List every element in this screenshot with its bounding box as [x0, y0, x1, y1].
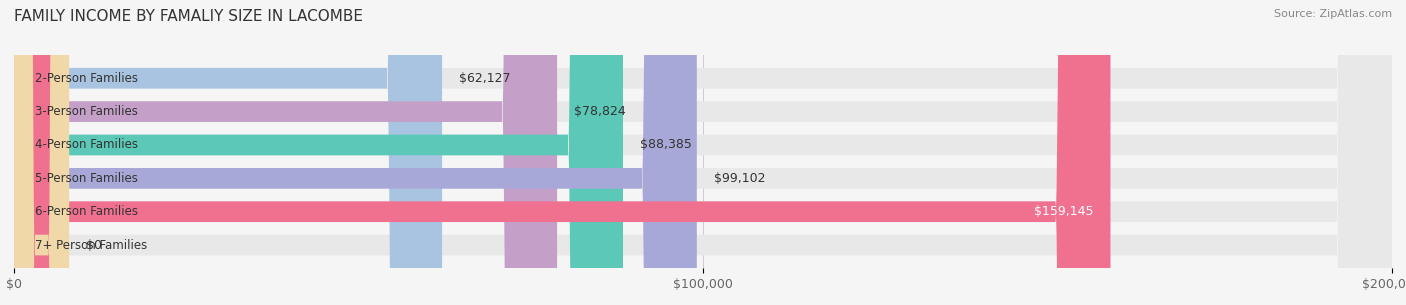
Text: 7+ Person Families: 7+ Person Families — [35, 239, 148, 252]
FancyBboxPatch shape — [14, 0, 623, 305]
Text: 5-Person Families: 5-Person Families — [35, 172, 138, 185]
FancyBboxPatch shape — [14, 0, 1111, 305]
FancyBboxPatch shape — [14, 0, 1392, 305]
Text: 3-Person Families: 3-Person Families — [35, 105, 138, 118]
FancyBboxPatch shape — [14, 0, 1392, 305]
FancyBboxPatch shape — [14, 0, 697, 305]
FancyBboxPatch shape — [14, 0, 69, 305]
Text: Source: ZipAtlas.com: Source: ZipAtlas.com — [1274, 9, 1392, 19]
Text: 6-Person Families: 6-Person Families — [35, 205, 138, 218]
FancyBboxPatch shape — [14, 0, 1392, 305]
Text: $78,824: $78,824 — [574, 105, 626, 118]
FancyBboxPatch shape — [14, 0, 1392, 305]
Text: $99,102: $99,102 — [714, 172, 765, 185]
Text: $0: $0 — [86, 239, 103, 252]
Text: 4-Person Families: 4-Person Families — [35, 138, 138, 152]
Text: $62,127: $62,127 — [460, 72, 510, 85]
FancyBboxPatch shape — [14, 0, 441, 305]
FancyBboxPatch shape — [14, 0, 1392, 305]
Text: $159,145: $159,145 — [1033, 205, 1094, 218]
Text: $88,385: $88,385 — [640, 138, 692, 152]
Text: 2-Person Families: 2-Person Families — [35, 72, 138, 85]
Text: FAMILY INCOME BY FAMALIY SIZE IN LACOMBE: FAMILY INCOME BY FAMALIY SIZE IN LACOMBE — [14, 9, 363, 24]
FancyBboxPatch shape — [14, 0, 1392, 305]
FancyBboxPatch shape — [14, 0, 557, 305]
